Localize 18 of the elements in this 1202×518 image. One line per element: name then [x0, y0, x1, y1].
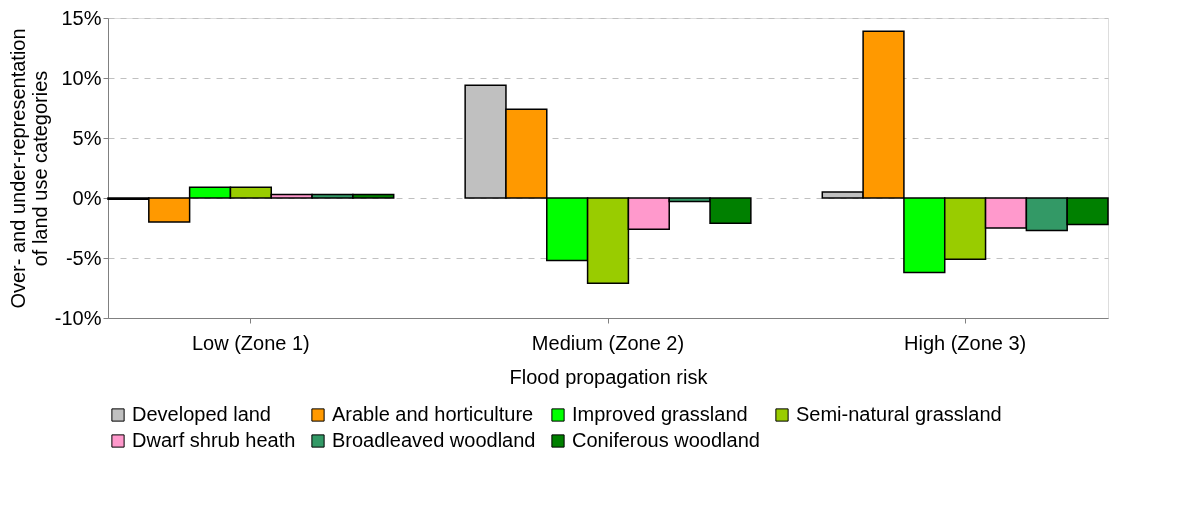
x-tick-label: Low (Zone 1) — [191, 331, 310, 354]
y-axis-title: Over- and under-representation of land use categories — [6, 28, 51, 309]
legend-label: Arable and horticulture — [332, 403, 534, 425]
legend-label: Broadleaved woodland — [332, 429, 536, 451]
y-tick-label: -10% — [54, 306, 102, 329]
legend-label: Improved grassland — [572, 403, 748, 425]
legend-label: Developed land — [132, 403, 271, 425]
legend-label: Semi-natural grassland — [796, 403, 1002, 425]
legend-label: Coniferous woodland — [572, 429, 760, 451]
legend-label: Dwarf shrub heath — [132, 429, 296, 451]
y-tick-label: 5% — [72, 126, 102, 149]
y-tick-label: 15% — [61, 6, 102, 29]
x-tick-label: Medium (Zone 2) — [531, 331, 685, 354]
y-tick-label: -5% — [65, 246, 102, 269]
y-tick-label: 0% — [72, 186, 102, 209]
x-tick-label: High (Zone 3) — [904, 331, 1027, 354]
x-axis-title: Flood propagation risk — [509, 365, 709, 388]
y-tick-label: 10% — [61, 66, 102, 89]
